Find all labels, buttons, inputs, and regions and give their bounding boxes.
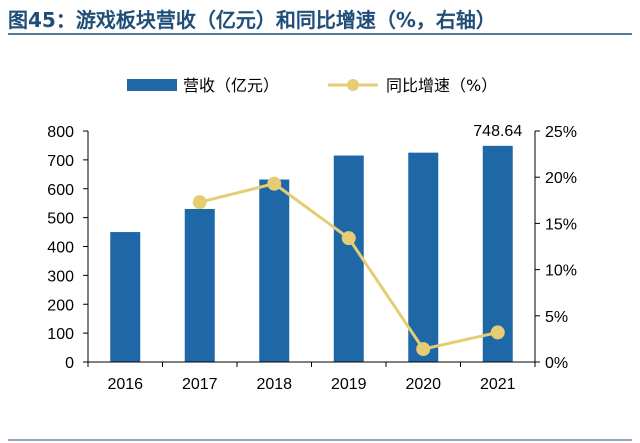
y2-tick-label: 10% — [545, 263, 577, 280]
legend-swatch-bar — [127, 79, 177, 91]
legend-swatch-marker — [347, 79, 359, 91]
y2-tick-label: 25% — [545, 124, 577, 141]
x-tick-label: 2018 — [256, 376, 292, 393]
bar-2018 — [259, 179, 290, 362]
legend-label-bar: 营收（亿元） — [183, 76, 279, 95]
chart-title: 图45：游戏板块营收（亿元）和同比增速（%，右轴） — [8, 8, 496, 32]
x-tick-label: 2016 — [107, 376, 143, 393]
bar-2019 — [333, 155, 364, 362]
y2-tick-label: 15% — [545, 216, 577, 233]
y-tick-label: 100 — [47, 326, 74, 343]
y-tick-label: 700 — [47, 153, 74, 170]
growth-point — [192, 195, 207, 210]
y-tick-label: 400 — [47, 240, 74, 257]
y2-tick-label: 0% — [545, 355, 568, 372]
y-tick-label: 0 — [65, 355, 74, 372]
y-tick-label: 800 — [47, 124, 74, 141]
data-label: 748.64 — [473, 123, 522, 140]
legend-label-line: 同比增速（%） — [386, 76, 497, 95]
growth-point — [267, 176, 282, 191]
bar-2016 — [110, 232, 141, 362]
plot-area: 0 100 200 300 400 500 600 700 800 0% 5% 10% 15% 20% 25… — [47, 123, 577, 393]
growth-point — [416, 342, 431, 357]
y-tick-label: 300 — [47, 268, 74, 285]
x-tick-label: 2019 — [331, 376, 367, 393]
x-tick-label: 2021 — [480, 376, 516, 393]
x-tick-label: 2017 — [182, 376, 218, 393]
y-tick-label: 500 — [47, 211, 74, 228]
y2-tick-label: 20% — [545, 170, 577, 187]
y-tick-label: 600 — [47, 182, 74, 199]
growth-point — [490, 325, 505, 340]
y-tick-label: 200 — [47, 297, 74, 314]
x-tick-label: 2020 — [405, 376, 441, 393]
growth-point — [341, 231, 356, 246]
y2-tick-label: 5% — [545, 309, 568, 326]
bar-2020 — [408, 152, 439, 362]
legend: 营收（亿元） 同比增速（%） — [127, 76, 497, 95]
bar-2017 — [184, 208, 215, 362]
